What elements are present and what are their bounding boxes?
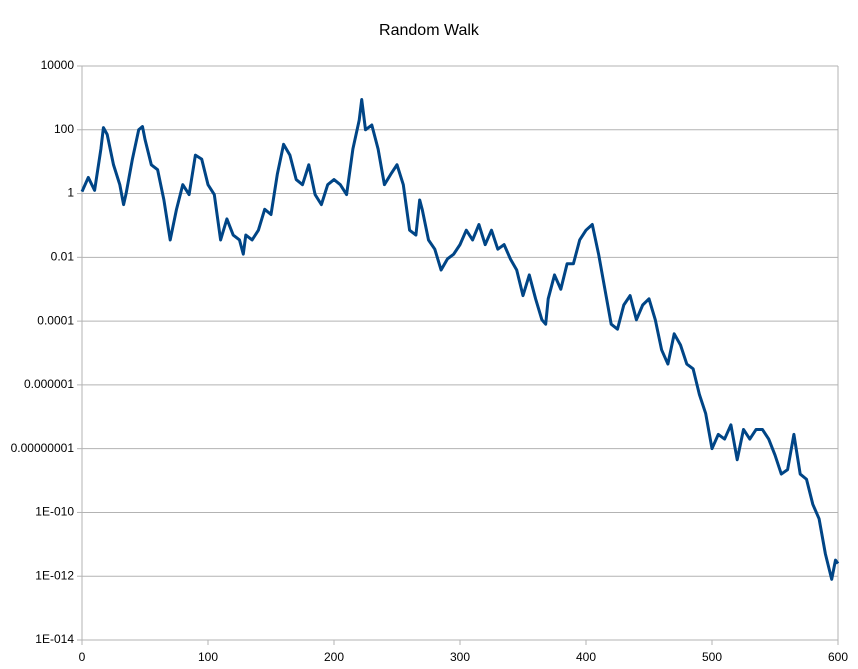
y-tick-label: 0.000001 xyxy=(24,377,74,391)
x-tick-label: 200 xyxy=(324,650,344,664)
x-tick-label: 0 xyxy=(79,650,86,664)
data-line xyxy=(80,98,840,581)
y-tick-label: 1E-012 xyxy=(35,568,74,582)
y-tick-label: 0.0001 xyxy=(37,313,74,327)
chart-title: Random Walk xyxy=(379,22,480,39)
y-tick-label: 1E-014 xyxy=(35,632,74,646)
y-tick-label: 0.00000001 xyxy=(11,441,75,455)
y-tick-label: 10000 xyxy=(41,58,75,72)
y-tick-label: 1 xyxy=(67,186,74,200)
x-tick-label: 500 xyxy=(702,650,722,664)
x-tick-label: 300 xyxy=(450,650,470,664)
y-tick-label: 0.01 xyxy=(51,250,75,264)
y-tick-label: 100 xyxy=(54,122,74,136)
x-tick-label: 400 xyxy=(576,650,596,664)
x-tick-label: 600 xyxy=(828,650,848,664)
y-tick-label: 1E-010 xyxy=(35,505,74,519)
x-tick-label: 100 xyxy=(198,650,218,664)
